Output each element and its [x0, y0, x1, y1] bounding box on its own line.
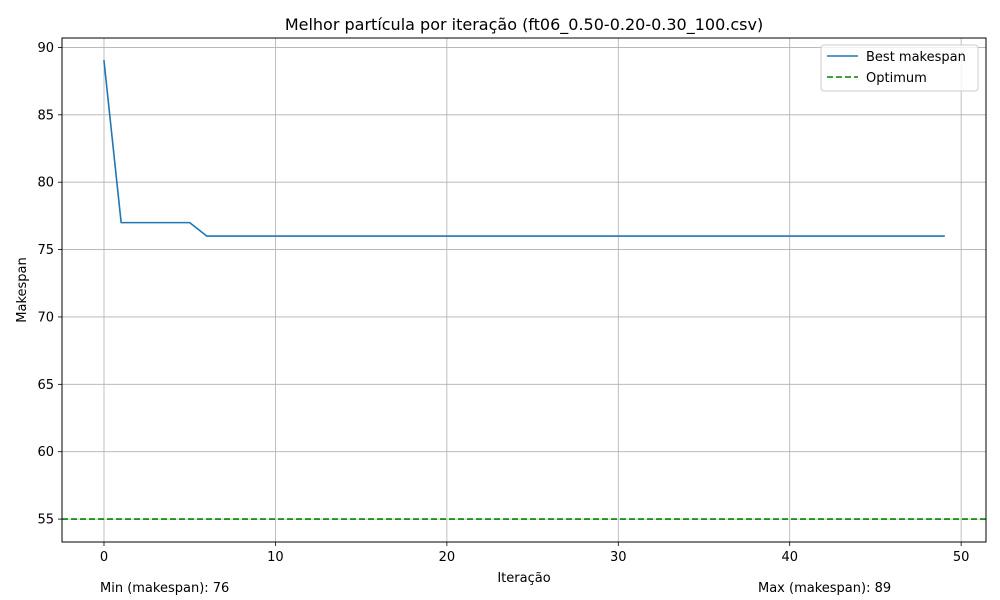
y-axis-label: Makespan	[15, 257, 30, 322]
x-tick-label: 30	[610, 550, 627, 565]
y-tick-label: 80	[37, 176, 54, 191]
y-tick-label: 75	[37, 243, 54, 258]
grid-lines	[62, 38, 986, 542]
legend-label-best-makespan: Best makespan	[866, 50, 966, 65]
x-tick-label: 50	[953, 550, 970, 565]
x-tick-label: 40	[781, 550, 798, 565]
x-tick-label: 0	[100, 550, 108, 565]
plot-frame	[61, 37, 987, 543]
legend-box	[820, 44, 979, 92]
y-tick-label: 90	[37, 41, 54, 56]
legend-label-optimum: Optimum	[866, 71, 927, 86]
y-tick-label: 65	[37, 378, 54, 393]
y-tick-label: 70	[37, 310, 54, 325]
x-tick-label: 10	[267, 550, 284, 565]
y-tick-label: 85	[37, 108, 54, 123]
footer-min-makespan: Min (makespan): 76	[100, 581, 230, 596]
footer-max-makespan: Max (makespan): 89	[758, 581, 892, 596]
chart-title: Melhor partícula por iteração (ft06_0.50…	[285, 15, 763, 35]
y-tick-label: 55	[37, 513, 54, 528]
series-line-best-makespan	[103, 60, 945, 237]
y-tick-label: 60	[37, 445, 54, 460]
x-tick-label: 20	[439, 550, 456, 565]
legend: Best makespan Optimum	[820, 44, 979, 92]
series-layer	[62, 60, 986, 520]
axis-ticks: 0 10 20 30 40 50 55 60 65 70 75 80 85 90	[37, 41, 969, 565]
x-axis-label: Iteração	[497, 571, 550, 586]
